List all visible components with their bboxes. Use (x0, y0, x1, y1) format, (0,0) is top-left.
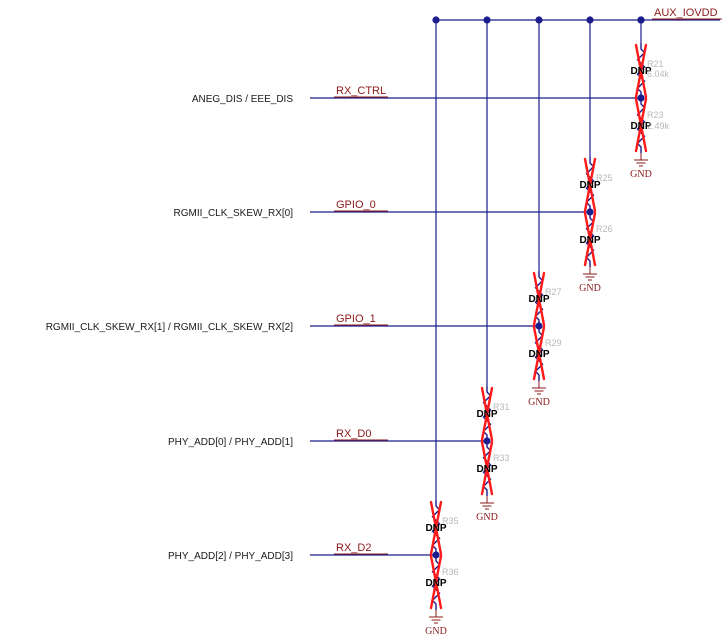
dnp-cross-bottom-2-stroke-b (532, 325, 546, 381)
refdes-bottom-3: R33 (493, 453, 510, 463)
value-top-0: 6.04k (647, 69, 670, 79)
dnp-cross-top-2-stroke-b (532, 271, 546, 327)
refdes-bottom-2: R29 (545, 338, 562, 348)
rail-junction-dot-4 (432, 16, 440, 24)
refdes-bottom-1: R26 (596, 224, 613, 234)
refdes-top-3: R31 (493, 402, 510, 412)
dnp-label-bottom-3: DNP (476, 464, 497, 475)
dnp-cross-bottom-1-stroke-b (583, 211, 597, 267)
dnp-label-bottom-4: DNP (425, 578, 446, 589)
rail-junction-dot-3 (483, 16, 491, 24)
refdes-bottom-0: R23 (647, 110, 664, 120)
gnd-label-1: GND (579, 283, 601, 294)
dnp-label-top-2: DNP (528, 294, 549, 305)
rail-junction-dot-2 (535, 16, 543, 24)
net-label-3: RX_D0 (336, 428, 371, 440)
refdes-top-0: R21 (647, 59, 664, 69)
dnp-cross-top-1-stroke-b (583, 157, 597, 213)
signal-label-3: PHY_ADD[0] / PHY_ADD[1] (168, 437, 293, 448)
dnp-label-bottom-2: DNP (528, 349, 549, 360)
signal-label-2: RGMII_CLK_SKEW_RX[1] / RGMII_CLK_SKEW_RX… (46, 322, 294, 333)
value-bottom-0: 2.49k (647, 121, 670, 131)
dnp-label-top-3: DNP (476, 409, 497, 420)
dnp-label-top-0: DNP (630, 66, 651, 77)
refdes-top-2: R27 (545, 287, 562, 297)
gnd-label-3: GND (476, 512, 498, 523)
dnp-label-top-1: DNP (579, 180, 600, 191)
dnp-label-bottom-0: DNP (630, 121, 651, 132)
signal-label-1: RGMII_CLK_SKEW_RX[0] (174, 208, 294, 219)
net-label-1: GPIO_0 (336, 199, 376, 211)
net-label-0: RX_CTRL (336, 85, 386, 97)
dnp-cross-bottom-3-stroke-b (480, 440, 494, 496)
refdes-bottom-4: R36 (442, 567, 459, 577)
rail-junction-dot-1 (586, 16, 594, 24)
dnp-cross-top-3-stroke-b (480, 386, 494, 442)
power-junction-dot (637, 16, 645, 24)
dnp-label-bottom-1: DNP (579, 235, 600, 246)
dnp-cross-top-4-stroke-b (429, 500, 443, 556)
gnd-label-0: GND (630, 169, 652, 180)
signal-label-0: ANEG_DIS / EEE_DIS (192, 94, 293, 105)
dnp-cross-bottom-4-stroke-b (429, 554, 443, 610)
dnp-label-top-4: DNP (425, 523, 446, 534)
net-label-2: GPIO_1 (336, 313, 376, 325)
refdes-top-1: R25 (596, 173, 613, 183)
signal-label-4: PHY_ADD[2] / PHY_ADD[3] (168, 551, 293, 562)
gnd-label-2: GND (528, 397, 550, 408)
net-label-4: RX_D2 (336, 542, 371, 554)
dnp-cross-bottom-0-stroke-b (634, 97, 648, 153)
refdes-top-4: R35 (442, 516, 459, 526)
gnd-label-4: GND (425, 626, 447, 637)
power-net-label: AUX_IOVDD (654, 7, 718, 19)
dnp-cross-top-0-stroke-b (634, 43, 648, 99)
